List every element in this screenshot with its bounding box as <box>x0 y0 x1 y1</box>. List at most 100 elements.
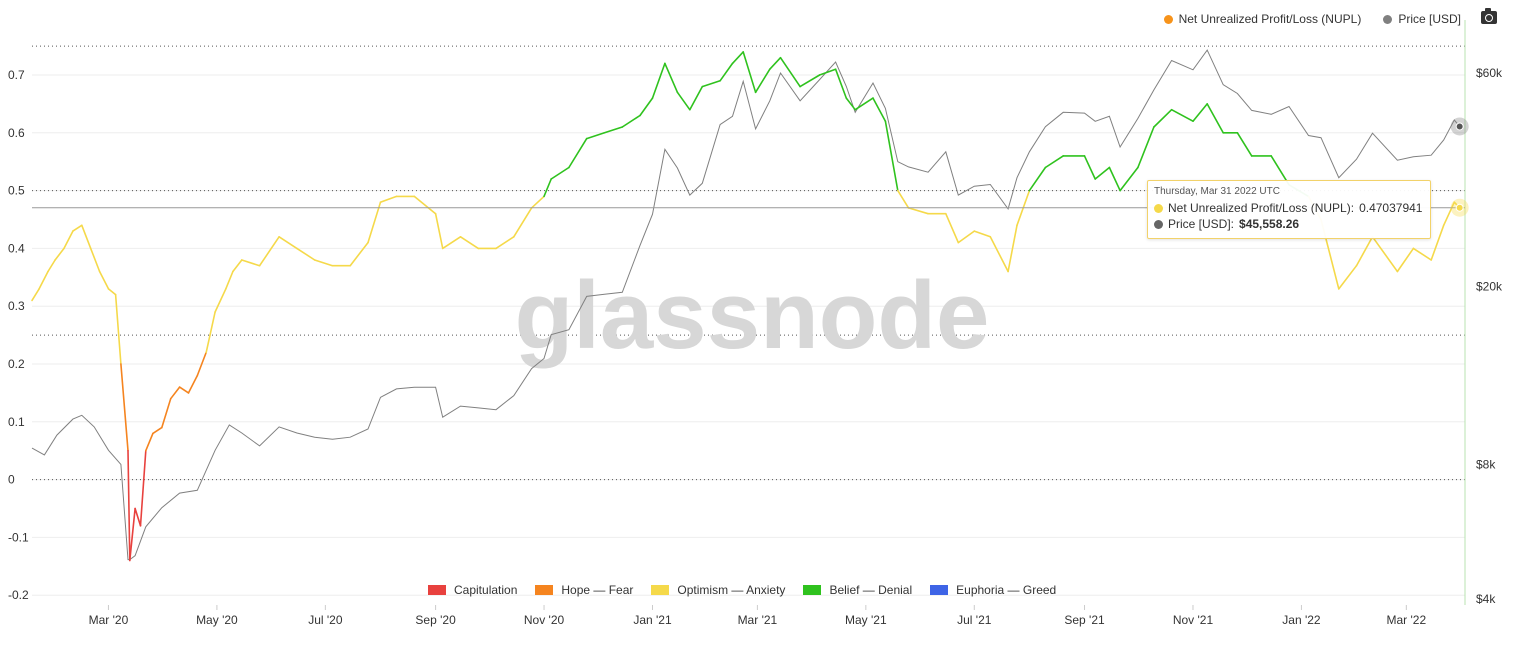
x-tick-label: May '20 <box>196 613 238 627</box>
left-y-axis: 0.7 0.6 0.5 0.4 0.3 0.2 0.1 0 -0.1 -0.2 <box>8 68 29 602</box>
nupl-segment <box>944 212 960 244</box>
nupl-segment <box>664 62 679 94</box>
nupl-segment <box>241 259 261 267</box>
nupl-segment <box>114 293 122 365</box>
legend-dot-nupl <box>1163 14 1173 24</box>
nupl-segment <box>38 270 49 290</box>
x-tick-label: Nov '20 <box>524 613 565 627</box>
legend-label-capitulation: Capitulation <box>454 583 518 597</box>
nupl-segment <box>1206 103 1224 134</box>
nupl-segment <box>585 132 606 140</box>
nupl-segment <box>205 311 216 354</box>
nupl-segment <box>367 201 382 244</box>
nupl-segment <box>957 230 976 244</box>
legend-item-price[interactable]: Price [USD] <box>1383 12 1461 26</box>
nupl-segment <box>1192 103 1208 122</box>
nupl-segment <box>1137 126 1155 169</box>
right-tick-label: $20k <box>1476 279 1503 293</box>
legend-hope-fear[interactable]: Hope — Fear <box>535 583 633 597</box>
nupl-segment <box>54 247 65 261</box>
left-tick-label: 0.1 <box>8 415 25 429</box>
tooltip-row-price: Price [USD]: $45,558.26 <box>1154 216 1422 232</box>
x-tick-label: Jul '20 <box>308 613 343 627</box>
nupl-segment <box>719 62 734 82</box>
legend-item-nupl[interactable]: Net Unrealized Profit/Loss (NUPL) <box>1163 12 1362 26</box>
nupl-segment <box>512 207 533 238</box>
nupl-segment <box>1083 155 1096 180</box>
price-series <box>31 49 1461 561</box>
nupl-segment <box>441 236 462 250</box>
nupl-segment <box>639 97 654 117</box>
nupl-segment <box>872 97 887 122</box>
tooltip-nupl-label: Net Unrealized Profit/Loss (NUPL): <box>1168 201 1355 215</box>
x-tick-label: Jan '22 <box>1282 613 1321 627</box>
nupl-segment <box>799 74 821 88</box>
nupl-segment <box>31 288 40 302</box>
nupl-segment <box>854 97 874 111</box>
nupl-segment <box>1430 224 1445 261</box>
watermark: glassnode <box>515 262 990 369</box>
nupl-segment <box>232 259 243 273</box>
legend-label-optimism-anxiety: Optimism — Anxiety <box>677 583 786 597</box>
nupl-segment <box>1355 236 1374 267</box>
grid-lines <box>32 20 1466 605</box>
nupl-segment <box>1028 166 1047 192</box>
nupl-segment <box>379 195 398 203</box>
nupl-segment <box>72 224 83 232</box>
nupl-segment <box>413 195 437 215</box>
x-tick-label: Mar '20 <box>89 613 129 627</box>
legend-capitulation[interactable]: Capitulation <box>428 583 517 597</box>
left-tick-label: -0.1 <box>8 530 29 544</box>
legend-optimism-anxiety[interactable]: Optimism — Anxiety <box>651 583 785 597</box>
legend-euphoria-greed[interactable]: Euphoria — Greed <box>930 583 1056 597</box>
nupl-segment <box>1236 132 1253 157</box>
nupl-segment <box>896 189 910 209</box>
nupl-segment <box>884 120 899 192</box>
nupl-segment <box>1007 224 1018 273</box>
nupl-segment <box>621 114 641 128</box>
tooltip-nupl-value: 0.47037941 <box>1359 201 1423 215</box>
tooltip-date: Thursday, Mar 31 2022 UTC <box>1154 186 1280 197</box>
legend-label-belief-denial: Belief — Denial <box>829 583 913 597</box>
nupl-segment <box>731 51 745 65</box>
nupl-segment <box>120 363 129 452</box>
x-axis: Mar '20 May '20 Jul '20 Sep '20 Nov '20 Jan '… <box>89 605 1426 627</box>
nupl-segment <box>152 426 163 435</box>
nupl-highlight-point <box>1455 203 1464 212</box>
tooltip-price-value: $45,558.26 <box>1239 217 1300 231</box>
nupl-segment <box>1442 201 1456 227</box>
nupl-segment <box>907 207 929 215</box>
nupl-segment <box>258 236 280 267</box>
legend-dot-price <box>1383 14 1393 24</box>
nupl-segment <box>196 351 207 377</box>
nupl-segment <box>134 507 142 527</box>
nupl-segment <box>225 270 234 290</box>
nupl-segment <box>989 236 1009 273</box>
swatch-optimism-anxiety <box>651 585 670 595</box>
price-highlight-point <box>1455 122 1464 131</box>
top-legend: Net Unrealized Profit/Loss (NUPL) Price … <box>1163 12 1461 26</box>
right-tick-label: $4k <box>1476 592 1496 606</box>
legend-label-price: Price [USD] <box>1398 12 1461 26</box>
left-tick-label: 0 <box>8 473 15 487</box>
nupl-segment <box>1371 236 1399 273</box>
x-tick-label: Sep '21 <box>1064 613 1105 627</box>
nupl-segment <box>178 386 190 394</box>
nupl-segment <box>603 126 624 134</box>
legend-belief-denial[interactable]: Belief — Denial <box>803 583 912 597</box>
right-tick-label: $8k <box>1476 457 1496 471</box>
nupl-segment <box>98 270 110 290</box>
legend-label-hope-fear: Hope — Fear <box>561 583 634 597</box>
camera-icon[interactable] <box>1481 8 1497 24</box>
nupl-segment <box>214 288 227 313</box>
nupl-segment <box>543 178 553 198</box>
nupl-segment <box>550 166 570 180</box>
nupl-segment <box>834 68 848 99</box>
x-tick-label: Jan '21 <box>633 613 672 627</box>
nupl-segment <box>1396 247 1415 273</box>
nupl-segment <box>1170 108 1194 122</box>
nupl-segment <box>161 397 172 429</box>
legend-label-nupl: Net Unrealized Profit/Loss (NUPL) <box>1178 12 1362 26</box>
left-tick-label: 0.2 <box>8 357 25 371</box>
